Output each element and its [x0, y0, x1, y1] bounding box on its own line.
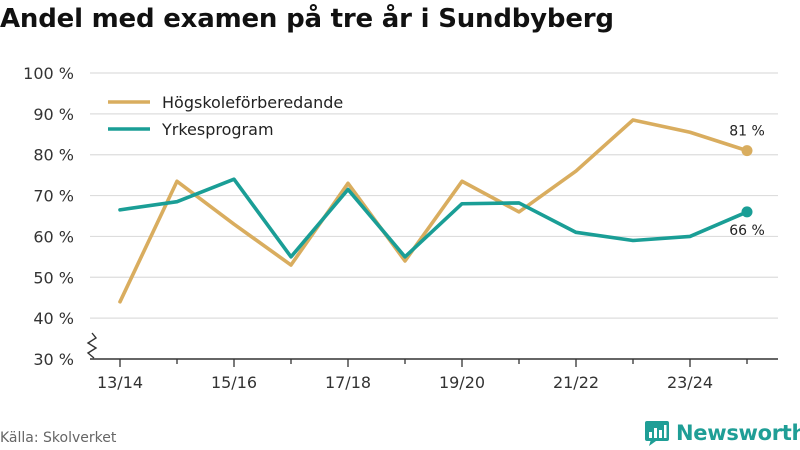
x-tick-label: 15/16 — [211, 373, 257, 392]
y-tick-label: 80 % — [33, 146, 74, 165]
legend-label-2: Yrkesprogram — [161, 120, 274, 139]
x-tick-label: 19/20 — [439, 373, 485, 392]
series-lines: 81 % 66 % — [118, 118, 765, 304]
axis-break-icon — [86, 332, 98, 359]
y-tick-label: 70 % — [33, 187, 74, 206]
y-tick-label: 30 % — [33, 350, 74, 369]
y-tick-label: 100 % — [23, 64, 74, 83]
source-label: Källa: Skolverket — [0, 430, 117, 446]
series-end-label-1: 81 % — [729, 124, 765, 140]
x-tick-label: 23/24 — [667, 373, 713, 392]
newsworthy-logo-icon — [645, 421, 669, 446]
series-line-2 — [118, 177, 749, 259]
x-tick-label: 21/22 — [553, 373, 599, 392]
legend: Högskoleförberedande Yrkesprogram — [108, 93, 343, 139]
y-tick-label: 90 % — [33, 105, 74, 124]
y-tick-label: 50 % — [33, 268, 74, 287]
y-axis-ticks: 30 % 40 % 50 % 60 % 70 % 80 % 90 % 100 % — [23, 64, 74, 369]
legend-label-1: Högskoleförberedande — [162, 93, 343, 112]
y-tick-label: 60 % — [33, 227, 74, 246]
brand-name: Newsworthy — [676, 421, 800, 445]
grid-lines — [90, 72, 778, 319]
brand: Newsworthy — [644, 418, 800, 448]
chart-title: Andel med examen på tre år i Sundbyberg — [0, 4, 614, 34]
x-tick-label: 13/14 — [97, 373, 143, 392]
x-tick-label: 17/18 — [325, 373, 371, 392]
series-end-label-2: 66 % — [729, 223, 765, 239]
x-axis: 13/14 15/16 17/18 19/20 21/22 23/24 — [86, 332, 778, 392]
series-line-1 — [118, 118, 749, 304]
y-tick-label: 40 % — [33, 309, 74, 328]
line-chart: 30 %40 %50 %60 %70 %80 %90 %100 % 13/14 1… — [23, 64, 778, 392]
series-end-point-2 — [741, 206, 753, 218]
series-end-point-1 — [741, 145, 753, 157]
